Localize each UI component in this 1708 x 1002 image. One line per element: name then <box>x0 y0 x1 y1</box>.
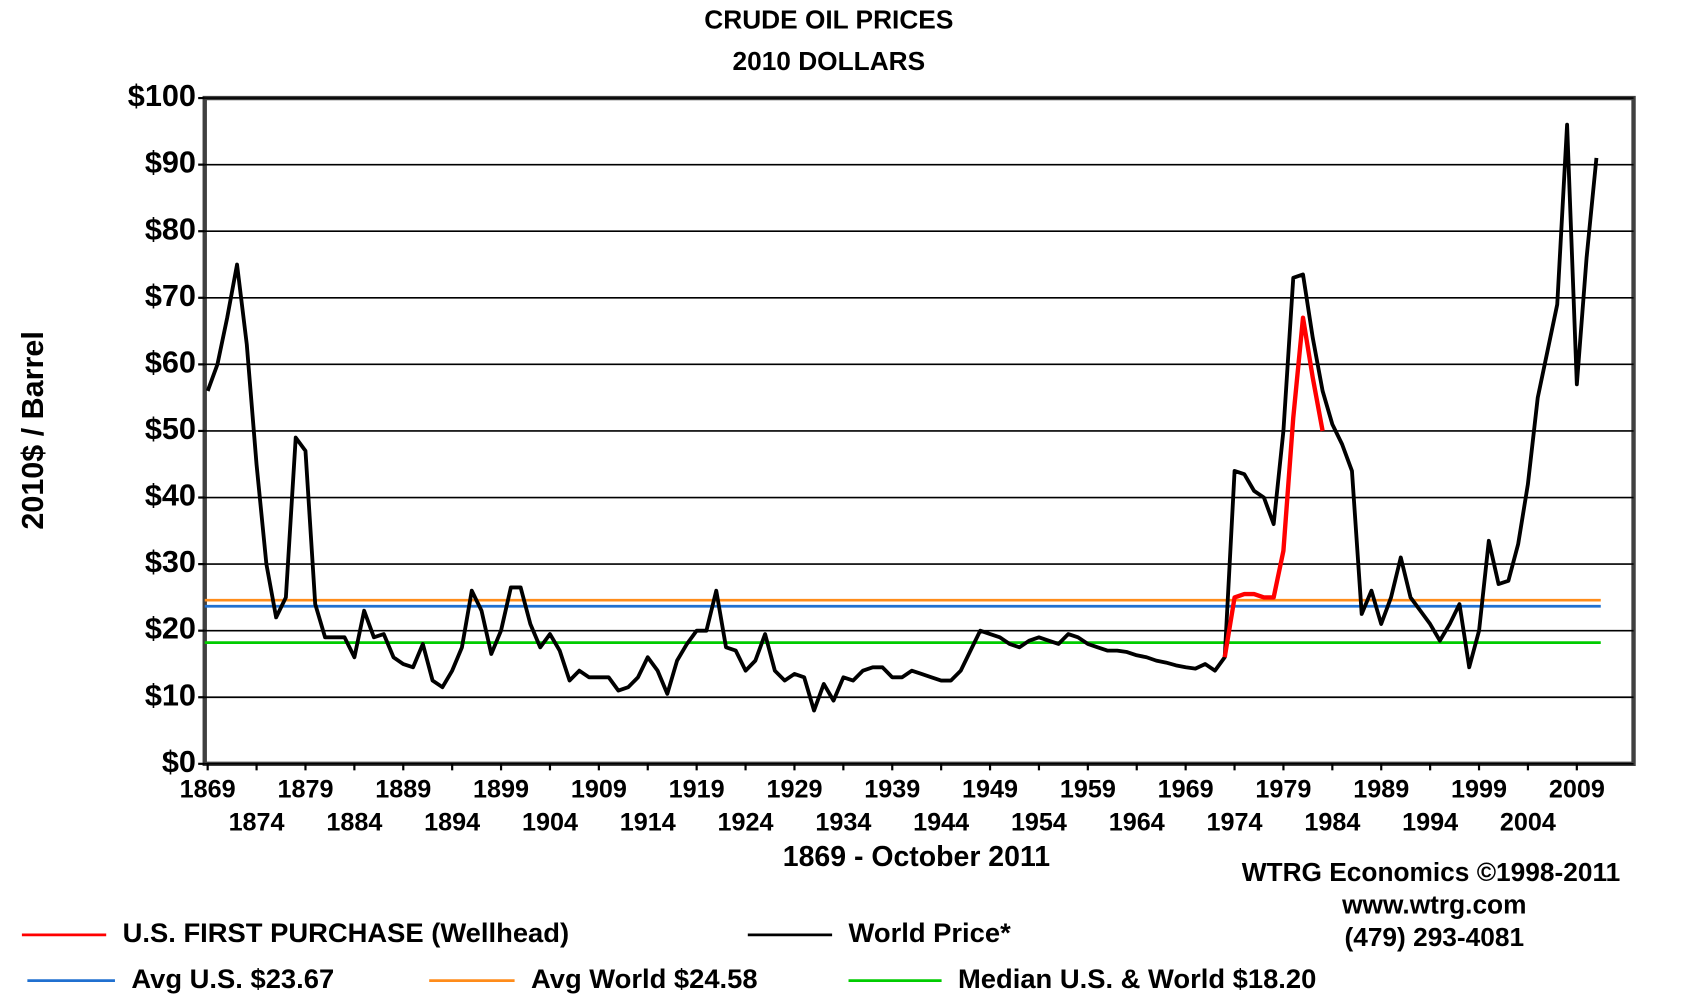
x-tick-label: 1969 <box>1158 776 1214 804</box>
y-tick-label: $60 <box>145 345 196 379</box>
x-tick-label: 1879 <box>277 776 333 804</box>
chart-subtitle: 2010 DOLLARS <box>732 46 925 76</box>
x-tick-label: 1889 <box>375 776 431 804</box>
x-tick-label: 1934 <box>815 808 871 836</box>
x-tick-label: 1909 <box>571 776 627 804</box>
x-axis-label: 1869 - October 2011 <box>783 841 1050 873</box>
x-tick-label: 1919 <box>669 776 725 804</box>
data-line <box>205 122 1599 713</box>
x-tick-label: 2004 <box>1500 808 1556 836</box>
y-tick-label: $50 <box>145 412 196 446</box>
y-tick-label: $20 <box>145 612 196 646</box>
legend-label: Avg U.S. $23.67 <box>131 963 334 994</box>
legend-label: Median U.S. & World $18.20 <box>958 963 1316 994</box>
x-tick-label: 1994 <box>1402 808 1458 836</box>
y-tick-label: $70 <box>145 279 196 313</box>
x-tick-label: 1874 <box>229 808 285 836</box>
x-tick-label: 1954 <box>1011 808 1067 836</box>
x-tick-label: 1904 <box>522 808 578 836</box>
x-tick-label: 1869 <box>180 776 236 804</box>
x-tick-label: 1929 <box>766 776 822 804</box>
x-tick-label: 1899 <box>473 776 529 804</box>
y-tick-label: $80 <box>145 212 196 246</box>
x-tick-label: 1949 <box>962 776 1018 804</box>
x-tick-label: 1984 <box>1304 808 1360 836</box>
x-tick-label: 2009 <box>1549 776 1605 804</box>
x-tick-label: 1914 <box>620 808 676 836</box>
y-axis-label: 2010$ / Barrel <box>16 331 50 529</box>
y-tick-label: $30 <box>145 545 196 579</box>
annotation: www.wtrg.com <box>1341 890 1526 920</box>
x-tick-label: 1989 <box>1353 776 1409 804</box>
x-tick-label: 1959 <box>1060 776 1116 804</box>
x-tick-label: 1999 <box>1451 776 1507 804</box>
y-tick-label: $100 <box>128 79 196 113</box>
y-tick-label: $40 <box>145 479 196 513</box>
annotation: WTRG Economics ©1998-2011 <box>1242 857 1620 887</box>
x-tick-label: 1924 <box>718 808 774 836</box>
legend-label: U.S. FIRST PURCHASE (Wellhead) <box>123 917 569 948</box>
x-tick-label: 1939 <box>864 776 920 804</box>
x-tick-label: 1974 <box>1207 808 1263 836</box>
x-tick-label: 1979 <box>1255 776 1311 804</box>
x-tick-label: 1944 <box>913 808 969 836</box>
x-tick-label: 1884 <box>326 808 382 836</box>
x-tick-label: 1964 <box>1109 808 1165 836</box>
y-tick-label: $10 <box>145 678 196 712</box>
legend-label: World Price* <box>849 917 1012 948</box>
legend-label: Avg World $24.58 <box>531 963 758 994</box>
y-tick-label: $0 <box>162 745 196 779</box>
x-tick-label: 1894 <box>424 808 480 836</box>
chart-title: CRUDE OIL PRICES <box>704 5 953 35</box>
y-tick-label: $90 <box>145 146 196 180</box>
annotation: (479) 293-4081 <box>1344 922 1524 952</box>
data-line <box>1222 315 1325 658</box>
